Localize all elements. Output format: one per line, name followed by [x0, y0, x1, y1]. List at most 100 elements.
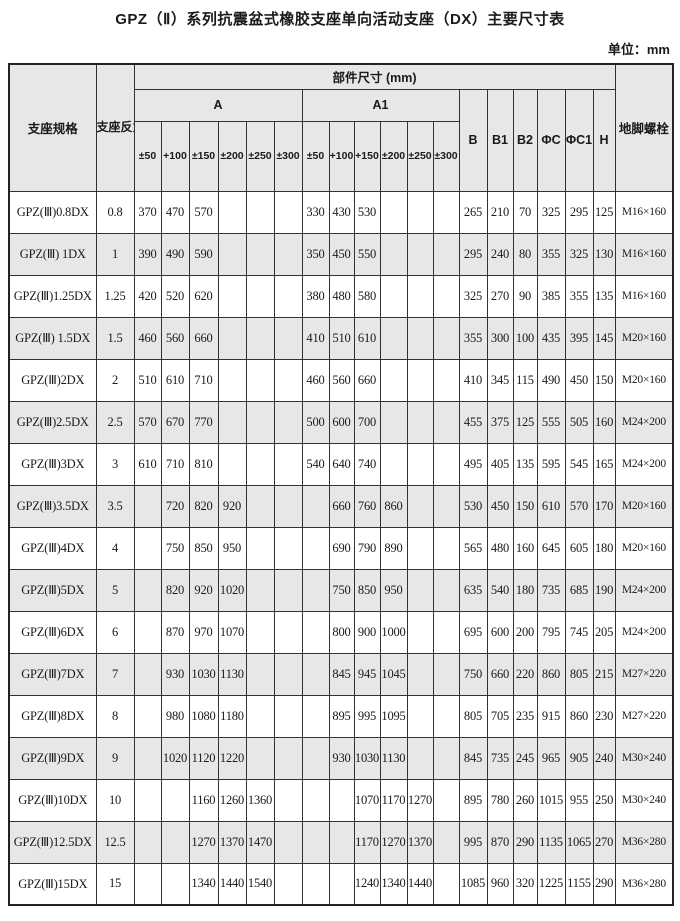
a1-cell: 800 — [328, 610, 355, 654]
a1-cell — [432, 274, 460, 318]
reaction-cell: 3 — [95, 442, 135, 486]
table-row: GPZ(Ⅲ)6DX 6 870 970 1070 800 900 1000 69… — [8, 610, 674, 654]
a-cell: 1440 — [217, 862, 247, 906]
a1-cell: 790 — [353, 526, 381, 570]
a1-cell: 1440 — [406, 862, 434, 906]
a-cell — [273, 190, 303, 234]
a-cell: 1180 — [217, 694, 247, 738]
a-cell: 1070 — [217, 610, 247, 654]
a1-cell: 510 — [328, 316, 355, 360]
a1-cell — [432, 190, 460, 234]
dim-b2-cell: 100 — [512, 316, 538, 360]
a1-cell — [328, 778, 355, 822]
table-row: GPZ(Ⅲ)4DX 4 750 850 950 690 790 890 565 … — [8, 526, 674, 570]
a-cell: 820 — [188, 484, 219, 528]
a1-cell — [406, 232, 434, 276]
a-cell: 1340 — [188, 862, 219, 906]
a1-cell — [301, 652, 330, 696]
a-cell — [133, 610, 162, 654]
table-row: GPZ(Ⅲ)15DX 15 1340 1440 1540 1240 1340 1… — [8, 862, 674, 906]
bolt-cell: M30×240 — [614, 778, 674, 822]
a1-cell: 330 — [301, 190, 330, 234]
spec-cell: GPZ(Ⅲ)3.5DX — [8, 484, 97, 528]
a1-cell: 1095 — [379, 694, 408, 738]
dim-phic-cell: 325 — [536, 190, 566, 234]
a1-cell — [379, 190, 408, 234]
dim-b1-cell: 240 — [486, 232, 514, 276]
a-cell — [273, 652, 303, 696]
dim-phic1-cell: 395 — [564, 316, 594, 360]
a-cell — [273, 400, 303, 444]
a-cell — [273, 778, 303, 822]
bolt-cell: M36×280 — [614, 862, 674, 906]
header-a-sub: ±150 — [188, 120, 219, 192]
header-reaction: 支座反力 (MN) — [95, 63, 135, 192]
dim-b-cell: 635 — [458, 568, 488, 612]
a-cell — [133, 652, 162, 696]
bolt-cell: M24×200 — [614, 610, 674, 654]
a1-cell — [406, 526, 434, 570]
dim-phic1-cell: 805 — [564, 652, 594, 696]
dim-b-cell: 695 — [458, 610, 488, 654]
bolt-cell: M16×160 — [614, 274, 674, 318]
bolt-cell: M24×200 — [614, 442, 674, 486]
a1-cell: 610 — [353, 316, 381, 360]
a-cell: 710 — [188, 358, 219, 402]
header-a-sub: ±200 — [217, 120, 247, 192]
dim-b2-cell: 150 — [512, 484, 538, 528]
a-cell: 570 — [133, 400, 162, 444]
dim-phic1-cell: 860 — [564, 694, 594, 738]
header-dim-h: H — [592, 88, 616, 192]
a1-cell — [301, 568, 330, 612]
a1-cell: 530 — [353, 190, 381, 234]
dim-h-cell: 205 — [592, 610, 616, 654]
spec-cell: GPZ(Ⅲ)2DX — [8, 358, 97, 402]
a-cell: 1120 — [188, 736, 219, 780]
spec-cell: GPZ(Ⅲ)12.5DX — [8, 820, 97, 864]
a1-cell: 950 — [379, 568, 408, 612]
dim-h-cell: 145 — [592, 316, 616, 360]
a1-cell — [432, 316, 460, 360]
dim-phic1-cell: 905 — [564, 736, 594, 780]
dim-phic1-cell: 605 — [564, 526, 594, 570]
a1-cell — [328, 862, 355, 906]
a-cell: 720 — [160, 484, 190, 528]
a-cell: 970 — [188, 610, 219, 654]
a1-cell: 1270 — [406, 778, 434, 822]
header-a1-sub: ±250 — [406, 120, 434, 192]
dim-b2-cell: 115 — [512, 358, 538, 402]
a-cell: 930 — [160, 652, 190, 696]
dim-phic-cell: 735 — [536, 568, 566, 612]
a-cell — [133, 820, 162, 864]
a-cell — [217, 316, 247, 360]
a-cell — [273, 820, 303, 864]
dim-b2-cell: 245 — [512, 736, 538, 780]
spec-cell: GPZ(Ⅲ)4DX — [8, 526, 97, 570]
dim-phic1-cell: 325 — [564, 232, 594, 276]
dim-b1-cell: 480 — [486, 526, 514, 570]
dim-b1-cell: 210 — [486, 190, 514, 234]
table-row: GPZ(Ⅲ)7DX 7 930 1030 1130 845 945 1045 7… — [8, 652, 674, 696]
bolt-cell: M27×220 — [614, 652, 674, 696]
dim-phic1-cell: 295 — [564, 190, 594, 234]
a-cell — [245, 190, 275, 234]
a1-cell: 750 — [328, 568, 355, 612]
bolt-cell: M27×220 — [614, 694, 674, 738]
reaction-cell: 2 — [95, 358, 135, 402]
a-cell — [245, 232, 275, 276]
a1-cell — [432, 568, 460, 612]
a1-cell — [432, 778, 460, 822]
header-dim-phic: ΦC — [536, 88, 566, 192]
dim-h-cell: 215 — [592, 652, 616, 696]
dim-phic-cell: 490 — [536, 358, 566, 402]
a-cell: 980 — [160, 694, 190, 738]
a-cell: 950 — [217, 526, 247, 570]
a1-cell — [432, 400, 460, 444]
a-cell — [273, 442, 303, 486]
spec-cell: GPZ(Ⅲ) 1DX — [8, 232, 97, 276]
dim-phic-cell: 435 — [536, 316, 566, 360]
dim-b1-cell: 870 — [486, 820, 514, 864]
bolt-cell: M16×160 — [614, 190, 674, 234]
a1-cell — [406, 610, 434, 654]
a-cell — [217, 232, 247, 276]
